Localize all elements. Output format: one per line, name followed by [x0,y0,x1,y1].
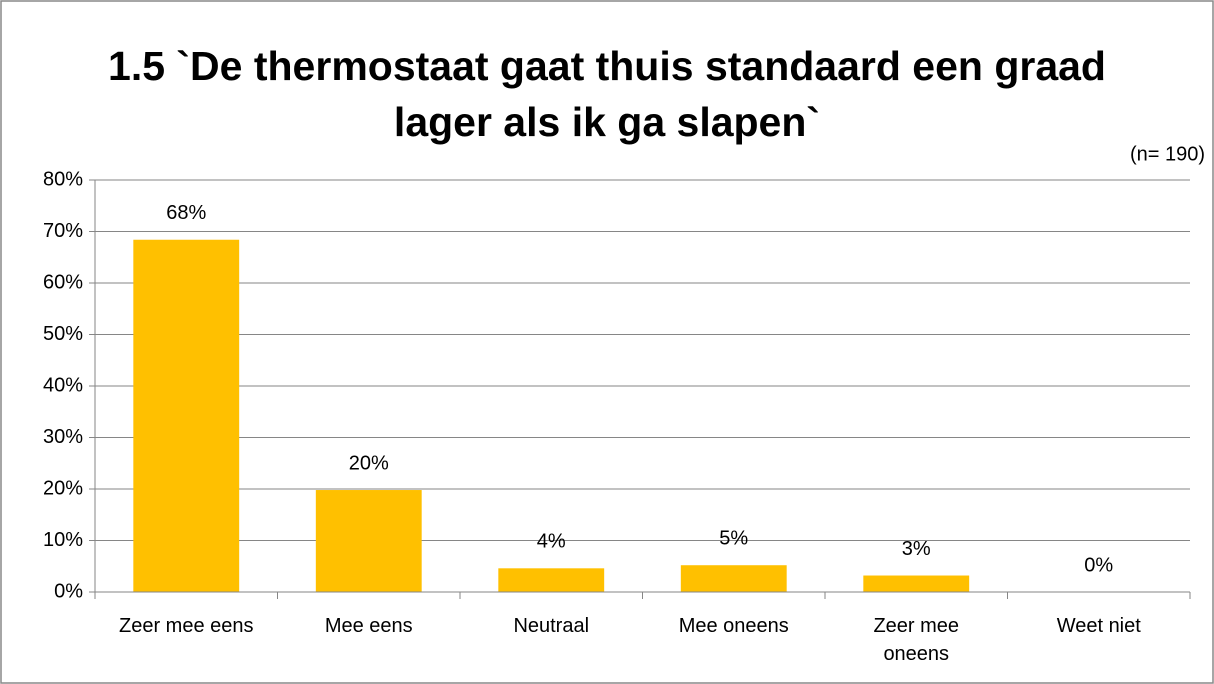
data-label: 3% [902,538,931,560]
data-label: 0% [1084,554,1113,576]
y-tick-label: 80% [43,168,83,190]
x-tick-label: Mee oneens [678,615,789,637]
data-label: 4% [537,531,566,553]
data-label: 68% [166,202,206,224]
x-tick-label: Neutraal [513,615,590,637]
x-tick-label: Weet niet [1056,615,1141,637]
y-tick-label: 40% [43,374,83,396]
x-tick-label: Zeer mee eens [118,615,254,637]
x-tick-label: Mee eens [324,615,413,637]
y-tick-label: 20% [43,477,83,499]
y-tick-label: 70% [43,220,83,242]
bar [680,565,787,592]
bar [315,490,422,592]
sample-size: (n= 190) [1130,143,1205,165]
data-label: 5% [719,528,748,550]
y-tick-label: 50% [43,323,83,345]
y-tick-label: 10% [43,529,83,551]
bar [863,575,970,592]
bar [498,568,605,592]
x-tick-label: Zeer mee oneens [873,615,960,665]
y-tick-label: 60% [43,271,83,293]
y-tick-label: 30% [43,426,83,448]
data-label: 20% [349,452,389,474]
chart-title: 1.5 `De thermostaat gaat thuis standaard… [108,43,1106,145]
bar [133,239,240,593]
y-tick-label: 0% [54,580,83,602]
